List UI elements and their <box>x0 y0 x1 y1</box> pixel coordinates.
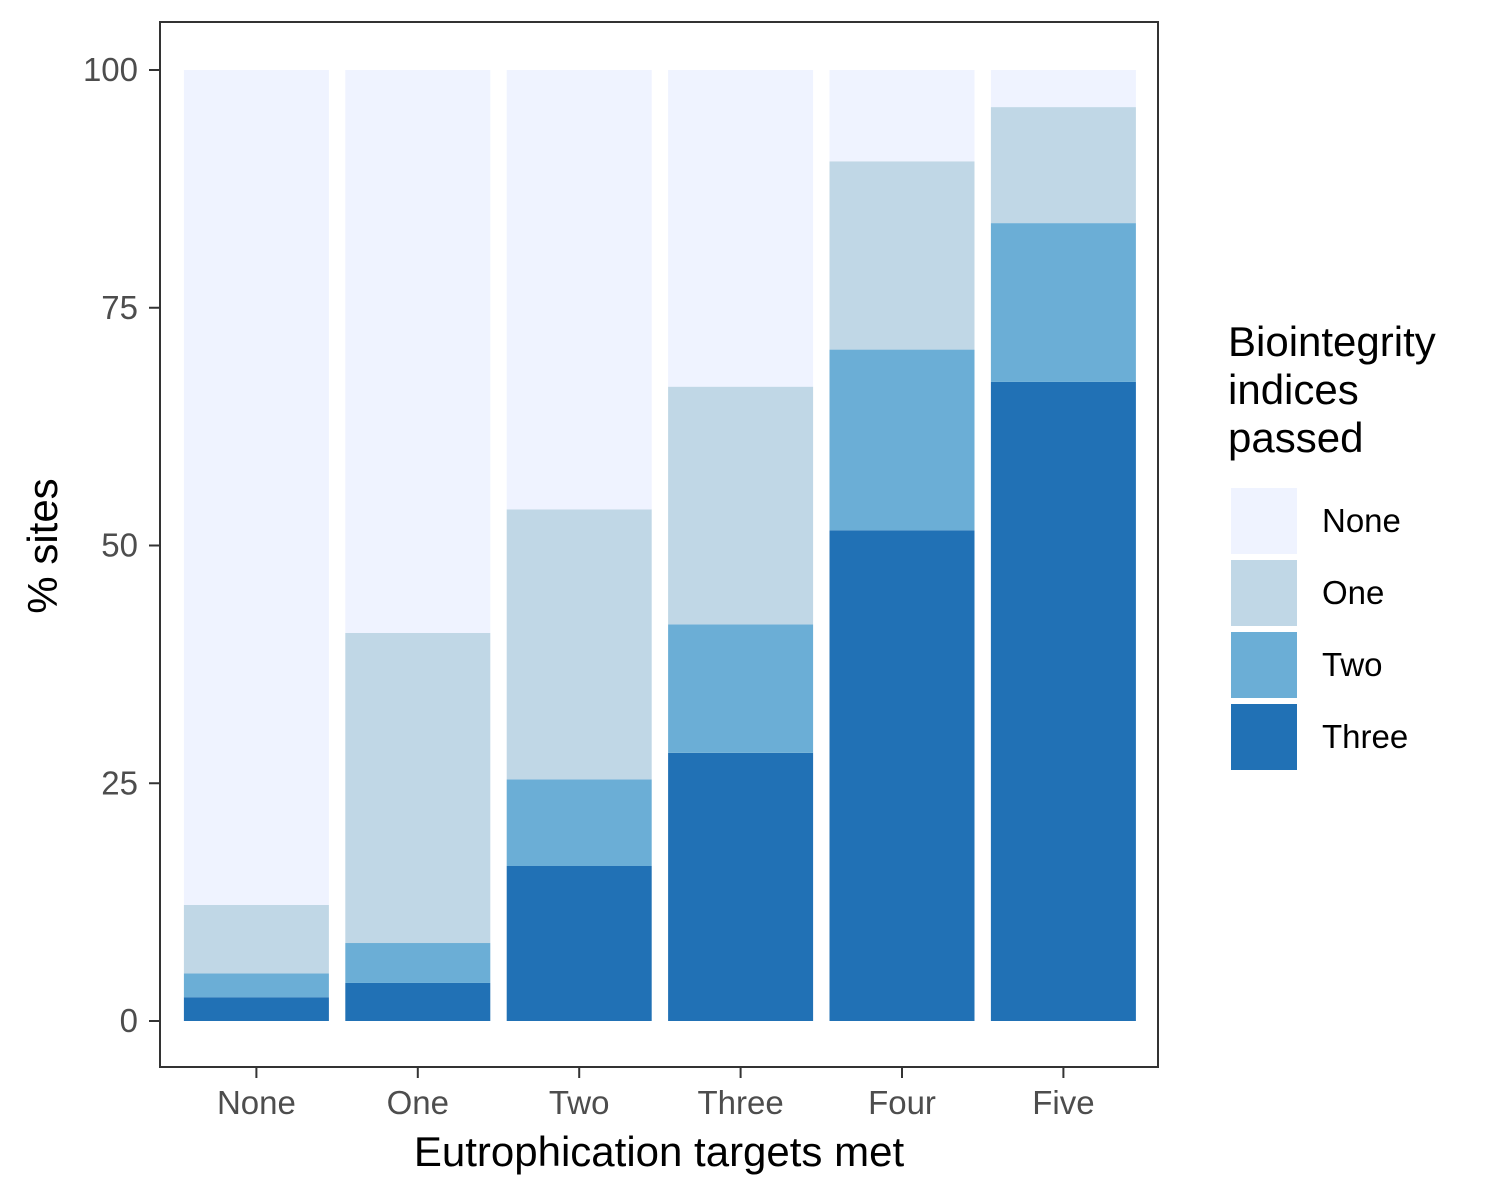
bar-five-one <box>990 107 1136 224</box>
bar-three-none <box>668 70 814 387</box>
legend-key-none <box>1231 488 1297 554</box>
legend-label-none: None <box>1322 502 1401 539</box>
legend-label-two: Two <box>1322 646 1383 683</box>
bar-three-three <box>668 752 814 1021</box>
y-tick-label-100: 100 <box>83 51 138 88</box>
bars-layer <box>183 70 1136 1021</box>
bar-four-three <box>829 530 975 1021</box>
bar-none-one <box>183 904 329 974</box>
x-tick-label-five: Five <box>1032 1084 1094 1121</box>
bar-one-one <box>345 632 491 944</box>
y-tick-label-50: 50 <box>101 527 138 564</box>
bar-one-none <box>345 70 491 633</box>
legend-title-line: passed <box>1228 414 1363 461</box>
x-tick-label-none: None <box>217 1084 296 1121</box>
bar-none-two <box>183 973 329 998</box>
x-tick-label-two: Two <box>549 1084 610 1121</box>
bar-four-none <box>829 70 975 162</box>
y-tick-label-75: 75 <box>101 289 138 326</box>
bar-five-three <box>990 381 1136 1021</box>
bar-two-none <box>506 70 652 510</box>
bar-three-one <box>668 386 814 625</box>
legend-key-one <box>1231 560 1297 626</box>
bar-two-two <box>506 779 652 866</box>
bar-none-none <box>183 70 329 905</box>
y-tick-label-0: 0 <box>120 1002 138 1039</box>
y-axis-title: % sites <box>19 478 66 613</box>
legend-label-one: One <box>1322 574 1384 611</box>
bar-two-three <box>506 865 652 1021</box>
bar-none-three <box>183 997 329 1021</box>
x-tick-label-four: Four <box>868 1084 936 1121</box>
y-axis: 0 25 50 75 100 <box>83 51 160 1039</box>
x-axis: None One Two Three Four Five <box>217 1067 1095 1121</box>
x-tick-label-three: Three <box>697 1084 783 1121</box>
legend-entries: None One Two Three <box>1231 488 1408 770</box>
legend-title-line: Biointegrity <box>1228 318 1436 365</box>
x-tick-label-one: One <box>387 1084 449 1121</box>
bar-four-one <box>829 161 975 350</box>
x-axis-title: Eutrophication targets met <box>414 1128 905 1175</box>
legend-key-two <box>1231 632 1297 698</box>
bar-five-two <box>990 223 1136 382</box>
legend-label-three: Three <box>1322 718 1408 755</box>
bar-five-none <box>990 70 1136 108</box>
bar-two-one <box>506 509 652 780</box>
bar-one-two <box>345 943 491 983</box>
legend-key-three <box>1231 704 1297 770</box>
legend-title-line: indices <box>1228 366 1359 413</box>
y-tick-label-25: 25 <box>101 764 138 801</box>
bar-one-three <box>345 982 491 1021</box>
bar-four-two <box>829 349 975 531</box>
bar-three-two <box>668 624 814 753</box>
